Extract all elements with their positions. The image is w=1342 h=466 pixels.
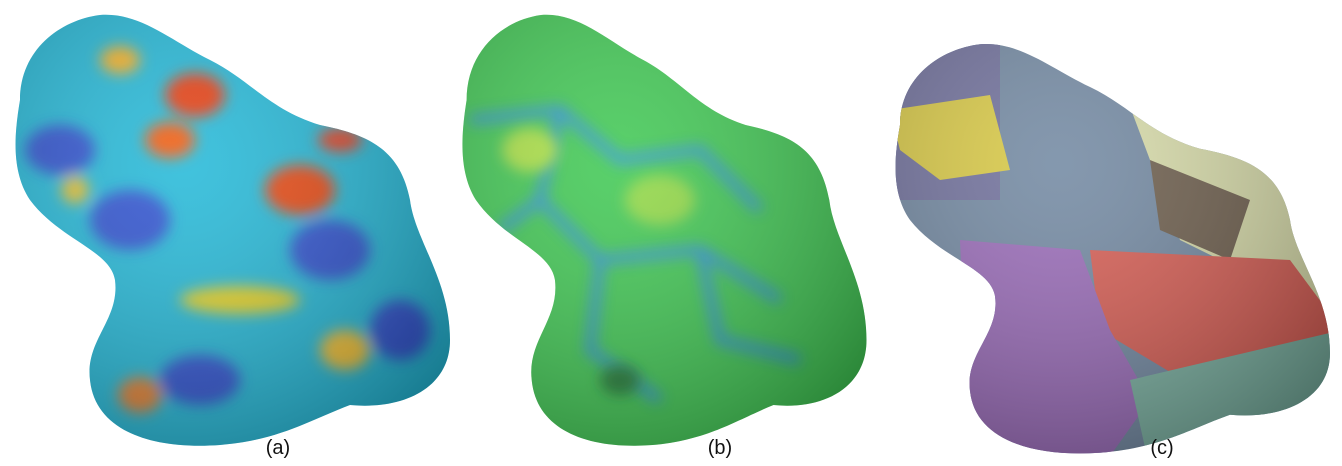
panel-label: (a) bbox=[266, 437, 290, 459]
panel-label: (b) bbox=[708, 437, 732, 459]
surface-b bbox=[440, 0, 880, 466]
figure: (a) (b) (c) bbox=[0, 0, 1342, 466]
surface-a bbox=[0, 0, 460, 466]
panel-label: (c) bbox=[1150, 437, 1173, 459]
surface-c bbox=[870, 0, 1342, 466]
page: (a) (b) (c) (() => { const data = JSON.p… bbox=[0, 0, 1342, 466]
